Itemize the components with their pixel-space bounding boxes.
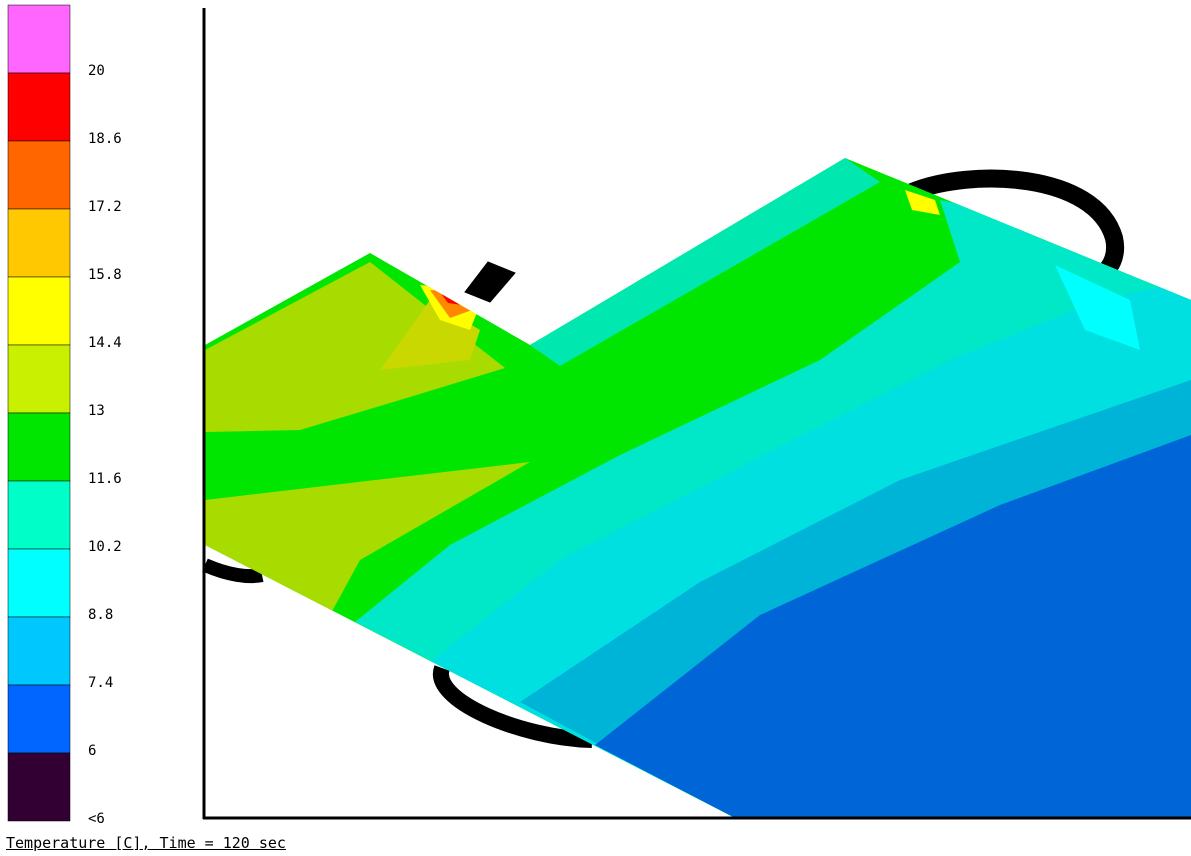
screen: 20 18.6 17.2 15.8 14.4 13 11.6 10.2 8.8 7.4 6 <6 Te… xyxy=(0,0,1191,856)
caption: Temperature [C], Time = 120 sec xyxy=(6,834,286,852)
legend-label: 17.2 xyxy=(88,199,122,215)
legend-label: 11.6 xyxy=(88,471,122,487)
legend-swatch xyxy=(8,345,70,413)
legend-swatch xyxy=(8,617,70,685)
legend-swatch xyxy=(8,209,70,277)
legend-label: 8.8 xyxy=(88,607,113,623)
legend-label: 6 xyxy=(88,743,96,759)
legend-swatch xyxy=(8,277,70,345)
legend-label: 18.6 xyxy=(88,131,122,147)
legend-swatch xyxy=(8,141,70,209)
legend-label: 13 xyxy=(88,403,105,419)
legend-swatch xyxy=(8,5,70,73)
legend-label: 10.2 xyxy=(88,539,122,555)
legend-label: 7.4 xyxy=(88,675,113,691)
plot-view: 20 18.6 17.2 15.8 14.4 13 11.6 10.2 8.8 7.4 6 <6 xyxy=(0,0,1191,832)
legend-swatch xyxy=(8,753,70,821)
color-legend: 20 18.6 17.2 15.8 14.4 13 11.6 10.2 8.8 7.4 6 <6 xyxy=(8,5,122,827)
legend-swatch xyxy=(8,481,70,549)
legend-label: 14.4 xyxy=(88,335,122,351)
legend-label: 20 xyxy=(88,63,105,79)
legend-swatch xyxy=(8,549,70,617)
legend-label: <6 xyxy=(88,811,105,827)
temperature-field xyxy=(205,150,1191,820)
legend-label: 15.8 xyxy=(88,267,122,283)
legend-swatch xyxy=(8,685,70,753)
legend-swatch xyxy=(8,413,70,481)
legend-swatch xyxy=(8,73,70,141)
